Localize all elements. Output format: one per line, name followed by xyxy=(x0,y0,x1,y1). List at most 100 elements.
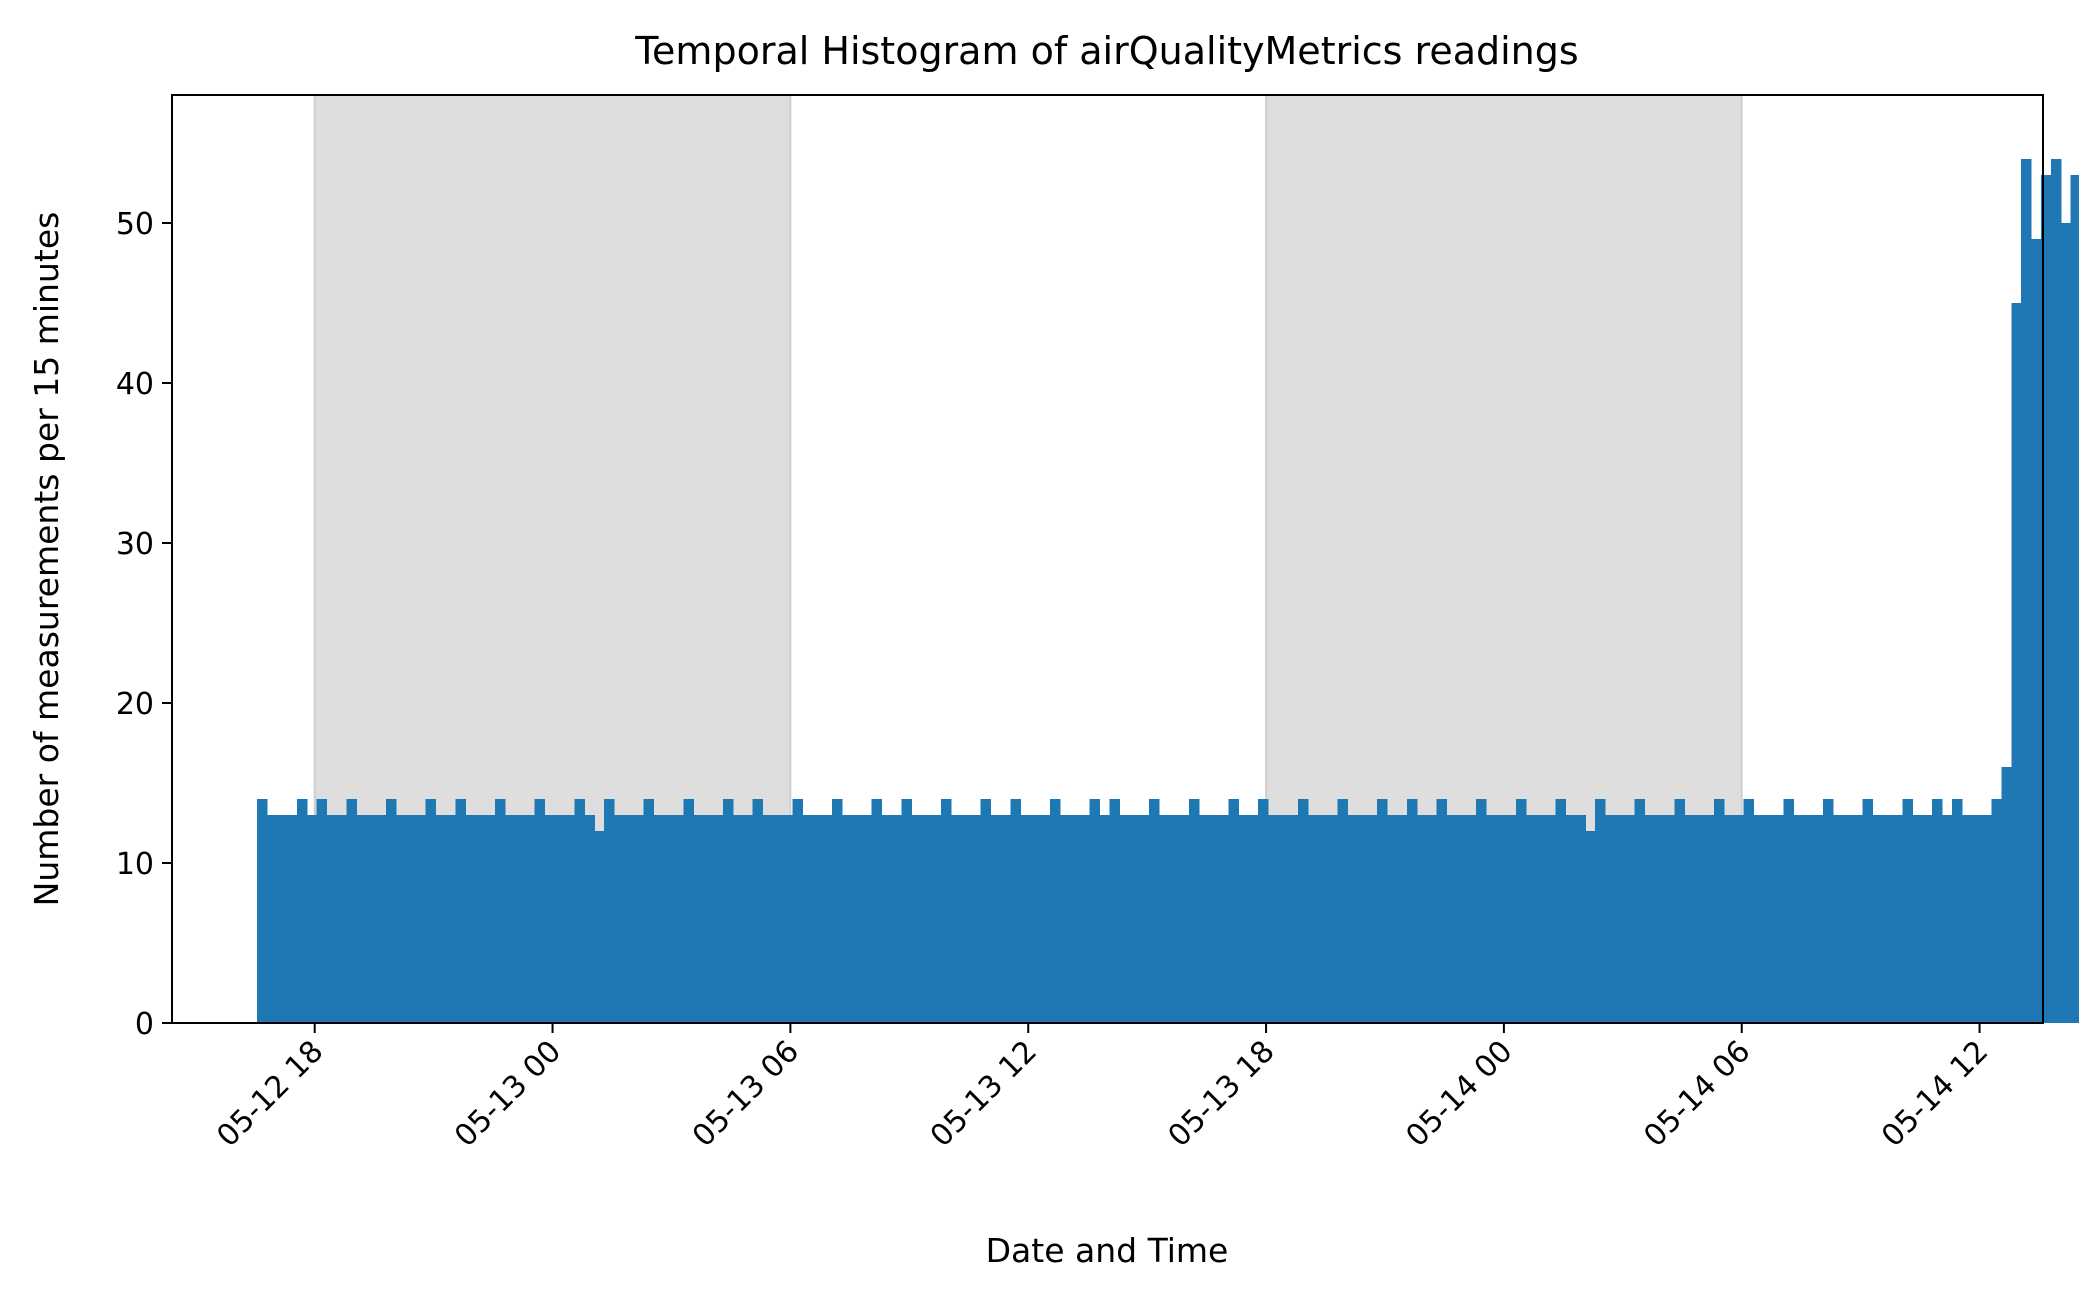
histogram-bar xyxy=(1595,799,1606,1023)
histogram-bar xyxy=(1178,815,1190,1023)
histogram-bar xyxy=(1258,799,1269,1023)
y-tick-label: 10 xyxy=(116,847,154,882)
histogram-bar xyxy=(1317,815,1329,1023)
histogram-bar xyxy=(267,815,278,1023)
histogram-bar xyxy=(1664,815,1675,1023)
x-tick-label: 05-13 18 xyxy=(1162,1034,1282,1154)
histogram-bar xyxy=(1109,799,1120,1023)
histogram-bar xyxy=(584,815,595,1023)
histogram-bar xyxy=(643,799,655,1023)
histogram-bar xyxy=(544,815,556,1023)
histogram-bar xyxy=(1713,799,1725,1023)
histogram-bar xyxy=(1406,799,1418,1023)
histogram-bars xyxy=(257,159,2079,1023)
histogram-bar xyxy=(1396,815,1408,1023)
histogram-bar xyxy=(950,815,962,1023)
histogram-bar xyxy=(1932,799,1943,1023)
histogram-bar xyxy=(2001,767,2012,1023)
histogram-bar xyxy=(594,831,605,1023)
histogram-bar xyxy=(455,799,466,1023)
histogram-bar xyxy=(623,815,635,1023)
histogram-bar xyxy=(1307,815,1319,1023)
histogram-bar xyxy=(1723,815,1735,1023)
histogram-bar xyxy=(762,815,774,1023)
histogram-bar xyxy=(465,815,476,1023)
y-tick-label: 20 xyxy=(116,687,154,722)
histogram-bar xyxy=(316,799,328,1023)
histogram-bar xyxy=(1476,799,1487,1023)
histogram-bar xyxy=(841,815,853,1023)
histogram-bar xyxy=(1644,815,1656,1023)
histogram-bar xyxy=(1971,815,1983,1023)
histogram-bar xyxy=(960,815,972,1023)
histogram-bar xyxy=(2031,239,2042,1023)
histogram-bar xyxy=(802,815,813,1023)
y-tick-label: 50 xyxy=(116,207,154,242)
histogram-bar xyxy=(504,815,516,1023)
histogram-bar xyxy=(1327,815,1339,1023)
histogram-bar xyxy=(683,799,694,1023)
histogram-bar xyxy=(514,815,526,1023)
histogram-bar xyxy=(1287,815,1299,1023)
histogram-bar xyxy=(703,815,714,1023)
x-tick-label: 05-13 06 xyxy=(686,1034,806,1154)
histogram-bar xyxy=(296,799,308,1023)
histogram-bar xyxy=(1684,815,1695,1023)
histogram-bar xyxy=(1446,815,1457,1023)
histogram-bar xyxy=(1614,815,1626,1023)
histogram-bar xyxy=(356,815,367,1023)
histogram-bar xyxy=(554,815,566,1023)
histogram-bar xyxy=(722,799,734,1023)
histogram-bar xyxy=(901,799,912,1023)
histogram-bar xyxy=(1456,815,1467,1023)
histogram-bar xyxy=(376,815,387,1023)
histogram-bar xyxy=(405,815,417,1023)
histogram-bar xyxy=(1624,815,1636,1023)
histogram-bar xyxy=(1951,799,1963,1023)
histogram-bar xyxy=(1634,799,1646,1023)
histogram-bar xyxy=(1704,815,1715,1023)
axes-frame xyxy=(171,94,2044,1024)
histogram-bar xyxy=(1248,815,1259,1023)
histogram-bar xyxy=(1030,815,1041,1023)
histogram-bar xyxy=(1525,815,1537,1023)
histogram-bar xyxy=(2070,175,2079,1023)
histogram-bar xyxy=(812,815,823,1023)
chart-title: Temporal Histogram of airQualityMetrics … xyxy=(634,29,1578,73)
histogram-bar xyxy=(1981,815,1993,1023)
histogram-bar xyxy=(713,815,724,1023)
histogram-bar xyxy=(1347,815,1358,1023)
histogram-bar xyxy=(475,815,486,1023)
histogram-bar xyxy=(1168,815,1180,1023)
histogram-bar xyxy=(1000,815,1011,1023)
histogram-bar xyxy=(1040,815,1051,1023)
x-tick-label: 05-13 00 xyxy=(448,1034,568,1154)
histogram-bar xyxy=(1585,831,1596,1023)
histogram-bar xyxy=(1912,815,1923,1023)
histogram-bar xyxy=(495,799,506,1023)
histogram-bar xyxy=(941,799,952,1023)
histogram-bar xyxy=(1010,799,1021,1023)
histogram-bar xyxy=(2021,159,2032,1023)
histogram-bar xyxy=(1842,815,1854,1023)
histogram-bar xyxy=(286,815,298,1023)
histogram-bar xyxy=(1357,815,1368,1023)
histogram-bar xyxy=(1159,815,1170,1023)
histogram-bar xyxy=(1238,815,1249,1023)
histogram-bar xyxy=(1020,815,1031,1023)
histogram-bar xyxy=(1069,815,1081,1023)
histogram-bar xyxy=(346,799,357,1023)
histogram-bar xyxy=(1892,815,1903,1023)
histogram-bar xyxy=(1297,799,1309,1023)
histogram-bar xyxy=(1882,815,1893,1023)
histogram-bar xyxy=(782,815,793,1023)
histogram-bar xyxy=(1079,815,1091,1023)
y-axis-label: Number of measurements per 15 minutes xyxy=(27,212,66,907)
histogram-bar xyxy=(1377,799,1388,1023)
x-axis-label: Date and Time xyxy=(986,1231,1229,1270)
histogram-bar xyxy=(1783,799,1794,1023)
histogram-bar xyxy=(574,799,585,1023)
histogram-bar xyxy=(1545,815,1557,1023)
histogram-bar xyxy=(1694,815,1705,1023)
histogram-bar xyxy=(485,815,496,1023)
